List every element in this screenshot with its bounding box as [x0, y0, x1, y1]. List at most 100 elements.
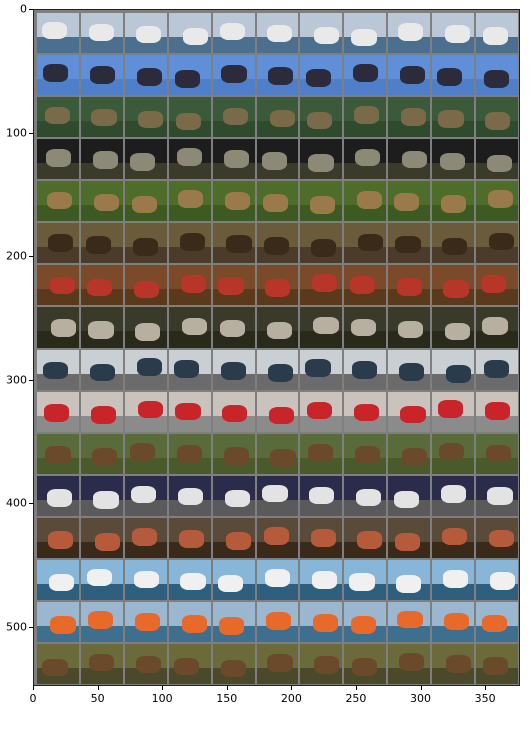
- thumbnail: [168, 601, 211, 642]
- thumbnail: [476, 181, 518, 222]
- thumbnail: [344, 433, 387, 474]
- thumbnail: [37, 55, 79, 96]
- y-tick: [29, 503, 33, 505]
- y-tick-label: 400: [6, 496, 27, 510]
- thumbnail: [476, 643, 518, 684]
- thumbnail: [124, 601, 167, 642]
- thumbnail: [432, 349, 475, 390]
- thumbnail: [344, 13, 387, 54]
- thumbnail: [432, 181, 475, 222]
- thumbnail: [300, 139, 343, 180]
- thumbnail: [80, 55, 123, 96]
- thumbnail: [344, 139, 387, 180]
- thumbnail: [300, 517, 343, 558]
- thumbnail: [300, 643, 343, 684]
- thumbnail: [168, 55, 211, 96]
- thumbnail: [300, 55, 343, 96]
- thumbnail: [344, 307, 387, 348]
- thumbnail: [212, 55, 255, 96]
- thumbnail: [168, 139, 211, 180]
- thumbnail: [388, 181, 431, 222]
- thumbnail: [37, 643, 79, 684]
- thumbnail: [256, 391, 299, 432]
- y-tick: [29, 256, 33, 258]
- thumbnail: [37, 223, 79, 264]
- thumbnail: [212, 181, 255, 222]
- thumbnail: [300, 475, 343, 516]
- thumbnail: [124, 643, 167, 684]
- thumbnail: [476, 475, 518, 516]
- thumbnail: [80, 643, 123, 684]
- thumbnail: [388, 55, 431, 96]
- thumbnail: [344, 265, 387, 306]
- thumbnail: [256, 223, 299, 264]
- thumbnail: [432, 139, 475, 180]
- thumbnail: [344, 559, 387, 600]
- x-tick-label: 300: [410, 692, 432, 705]
- thumbnail: [212, 601, 255, 642]
- thumbnail: [37, 349, 79, 390]
- thumbnail: [212, 643, 255, 684]
- x-tick-label: 250: [345, 692, 367, 705]
- thumbnail: [124, 223, 167, 264]
- thumbnail: [80, 559, 123, 600]
- thumbnail: [432, 433, 475, 474]
- y-tick: [29, 9, 33, 10]
- thumbnail: [300, 559, 343, 600]
- thumbnail: [37, 433, 79, 474]
- thumbnail: [256, 475, 299, 516]
- thumbnail: [476, 55, 518, 96]
- thumbnail: [476, 97, 518, 138]
- thumbnail: [256, 139, 299, 180]
- thumbnail: [476, 559, 518, 600]
- thumbnail: [256, 601, 299, 642]
- thumbnail: [80, 307, 123, 348]
- thumbnail: [300, 391, 343, 432]
- thumbnail: [37, 391, 79, 432]
- thumbnail: [212, 391, 255, 432]
- thumbnail: [212, 139, 255, 180]
- thumbnail: [168, 559, 211, 600]
- thumbnail: [388, 601, 431, 642]
- thumbnail: [168, 475, 211, 516]
- thumbnail: [168, 391, 211, 432]
- thumbnail: [300, 601, 343, 642]
- thumbnail: [37, 13, 79, 54]
- thumbnail: [388, 139, 431, 180]
- thumbnail: [256, 55, 299, 96]
- thumbnail: [256, 559, 299, 600]
- y-tick-label: 200: [6, 249, 27, 263]
- thumbnail: [344, 97, 387, 138]
- thumbnail: [432, 97, 475, 138]
- thumbnail: [212, 307, 255, 348]
- thumbnail: [212, 223, 255, 264]
- thumbnail: [80, 349, 123, 390]
- thumbnail: [124, 307, 167, 348]
- thumbnail: [344, 55, 387, 96]
- thumbnail: [80, 181, 123, 222]
- thumbnail: [37, 181, 79, 222]
- thumbnail: [432, 391, 475, 432]
- thumbnail: [37, 517, 79, 558]
- thumbnail: [388, 517, 431, 558]
- thumbnail: [256, 349, 299, 390]
- thumbnail: [300, 97, 343, 138]
- thumbnail: [80, 139, 123, 180]
- thumbnail: [388, 97, 431, 138]
- thumbnail: [388, 391, 431, 432]
- thumbnail: [432, 265, 475, 306]
- thumbnail: [212, 475, 255, 516]
- thumbnail: [124, 433, 167, 474]
- y-tick-label: 100: [6, 126, 27, 140]
- thumbnail: [80, 475, 123, 516]
- thumbnail: [80, 433, 123, 474]
- thumbnail: [37, 307, 79, 348]
- thumbnail: [344, 601, 387, 642]
- image-grid-frame: [33, 9, 520, 686]
- y-tick: [29, 626, 33, 628]
- thumbnail: [344, 391, 387, 432]
- thumbnail: [168, 307, 211, 348]
- thumbnail: [124, 559, 167, 600]
- thumbnail: [300, 223, 343, 264]
- x-tick: [485, 686, 487, 690]
